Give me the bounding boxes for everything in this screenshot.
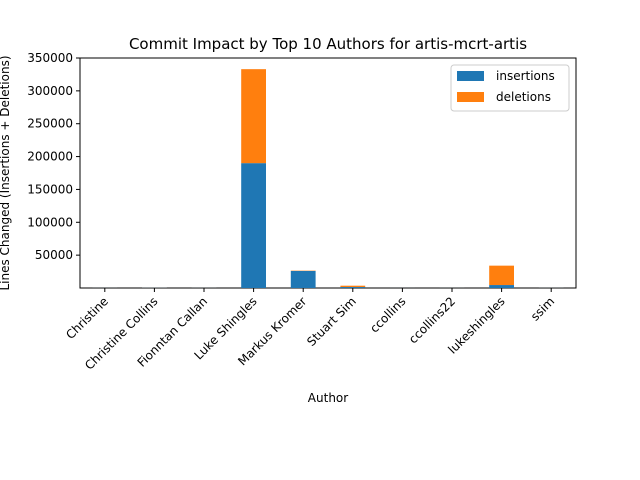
y-tick-label: 100000 [27,215,73,229]
y-tick-label: 350000 [27,51,73,65]
bar-deletions-3 [241,69,266,164]
legend-label-deletions: deletions [496,90,551,104]
y-axis-label: Lines Changed (Insertions + Deletions) [0,55,12,290]
legend: insertions deletions [450,64,570,112]
legend-swatch-insertions [457,71,484,81]
plot-frame [79,57,577,289]
x-tick-label: Christine [63,294,111,342]
legend-swatch-deletions [457,92,484,102]
bar-deletions-5 [340,285,366,288]
y-axis: 50000 100000 150000 200000 250000 300000 35000… [27,51,80,262]
x-tick-label: Stuart Sim [304,294,359,349]
x-tick-label: ccollins [367,294,408,335]
bars-group [92,69,564,288]
y-tick-label: 250000 [27,117,73,131]
x-tick-label: ccollins22 [406,294,458,346]
y-tick-label: 300000 [27,84,73,98]
bar-deletions-8 [489,265,514,286]
bar-insertions-8 [489,285,514,288]
bar-insertions-4 [290,270,316,288]
y-tick-label: 200000 [27,150,73,164]
y-tick-label: 50000 [35,248,73,262]
x-axis-label: Author [308,391,348,405]
chart-title: Commit Impact by Top 10 Authors for arti… [129,35,527,53]
y-tick-label: 150000 [27,182,73,196]
bar-insertions-5 [340,287,366,288]
x-tick-label: ssim [528,294,557,323]
plot-area [79,57,577,289]
legend-label-insertions: insertions [496,69,555,83]
bar-insertions-3 [241,163,266,288]
